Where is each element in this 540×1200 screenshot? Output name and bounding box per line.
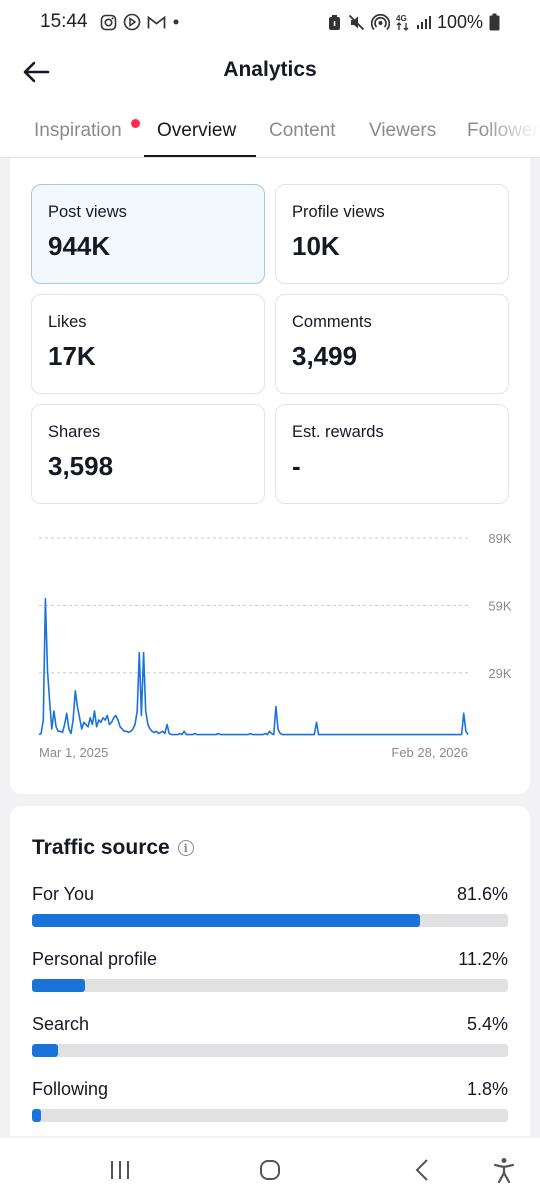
metric-label: Profile views [292,203,385,221]
header: Analytics [0,44,540,100]
tab-inspiration[interactable]: Inspiration [34,120,122,141]
play-icon [123,13,140,31]
metric-shares[interactable]: Shares 3,598 [31,404,265,504]
traffic-row-personal-profile: Personal profile 11.2% [32,949,508,999]
recent-apps-icon [111,1161,129,1179]
traffic-bar-track [32,979,508,992]
chart-svg: 89K 59K 29K Mar 1, 2025 Feb 28, 2026 [38,531,512,760]
metric-label: Post views [48,203,127,221]
traffic-source-title: Traffic source [32,836,170,859]
metric-est-rewards[interactable]: Est. rewards - [275,404,509,504]
x-tick-label-end: Feb 28, 2026 [391,745,468,760]
status-bar: 15:44 4G 100% [0,0,540,44]
back-nav-icon [415,1159,428,1181]
traffic-percent: 11.2% [458,949,508,969]
dot-icon [173,19,179,25]
traffic-bar-fill [32,914,421,927]
traffic-label: Search [32,1014,90,1034]
metric-profile-views[interactable]: Profile views 10K [275,184,509,284]
y-tick-label: 29K [488,666,511,681]
post-views-chart[interactable]: 89K 59K 29K Mar 1, 2025 Feb 28, 2026 [10,528,530,768]
traffic-label: Following [32,1079,109,1099]
traffic-label: For You [32,884,95,904]
gmail-icon [147,15,165,28]
metric-label: Comments [292,313,372,331]
metric-value: 944K [48,231,111,261]
traffic-bar-fill [32,979,86,992]
metric-comments[interactable]: Comments 3,499 [275,294,509,394]
accessibility-icon [493,1158,515,1183]
series-line [38,597,469,736]
traffic-percent: 81.6% [456,884,508,904]
y-tick-label: 89K [488,531,511,546]
traffic-row-for-you: For You 81.6% [32,884,508,934]
mute-icon [348,14,365,30]
back-button[interactable] [18,56,54,88]
metric-likes[interactable]: Likes 17K [31,294,265,394]
traffic-source-heading: Traffic source i [32,836,194,860]
traffic-percent: 5.4% [466,1014,508,1034]
data-4g-icon: 4G [396,14,409,31]
instagram-icon [100,14,116,30]
traffic-bar-track [32,1109,508,1122]
metric-value: 10K [292,231,340,261]
notification-dot [131,119,140,128]
metric-value: 3,598 [48,451,114,481]
info-icon[interactable]: i [177,840,194,856]
metric-label: Est. rewards [292,423,384,441]
overview-card: Post views 944K Profile views 10K Likes … [10,158,530,794]
traffic-bar-track [32,1044,508,1057]
home-icon [260,1160,280,1180]
home-button[interactable] [250,1156,290,1184]
page-title: Analytics [223,58,317,81]
traffic-bar-fill [32,1109,41,1122]
battery-icon [489,13,500,31]
traffic-bar-track [32,914,508,927]
metric-value: 3,499 [292,341,358,371]
nav-back-button[interactable] [402,1156,442,1184]
traffic-row-search: Search 5.4% [32,1014,508,1064]
status-left: 15:44 [40,11,180,33]
arrow-left-icon [23,61,50,83]
battery-percent: 100% [436,11,483,32]
metric-value: - [292,451,301,481]
signal-icon [416,15,431,29]
metric-label: Shares [48,423,101,441]
traffic-label: Personal profile [32,949,158,969]
tab-overview[interactable]: Overview [157,120,237,141]
metric-label: Likes [48,313,87,331]
traffic-row-following: Following 1.8% [32,1079,508,1129]
active-tab-indicator [144,155,256,157]
status-time: 15:44 [40,11,88,32]
tab-bar: Inspiration Overview Content Viewers Fol… [0,100,540,158]
tab-viewers[interactable]: Viewers [369,120,437,141]
tab-content[interactable]: Content [269,120,336,141]
traffic-percent: 1.8% [466,1079,508,1099]
traffic-bar-fill [32,1044,58,1057]
hotspot-icon [370,13,390,30]
tab-fade [480,100,540,157]
metric-value: 17K [48,341,96,371]
svg-text:4G: 4G [396,14,407,23]
recent-apps-button[interactable] [100,1156,140,1184]
traffic-source-card: Traffic source i For You 81.6% Personal … [10,806,530,1136]
status-right: 4G 100% [327,12,500,33]
system-nav-bar [0,1138,540,1200]
accessibility-button[interactable] [484,1156,524,1184]
metric-post-views[interactable]: Post views 944K [31,184,265,284]
y-tick-label: 59K [488,598,511,613]
x-tick-label-start: Mar 1, 2025 [39,745,108,760]
alarm-icon [328,14,340,30]
